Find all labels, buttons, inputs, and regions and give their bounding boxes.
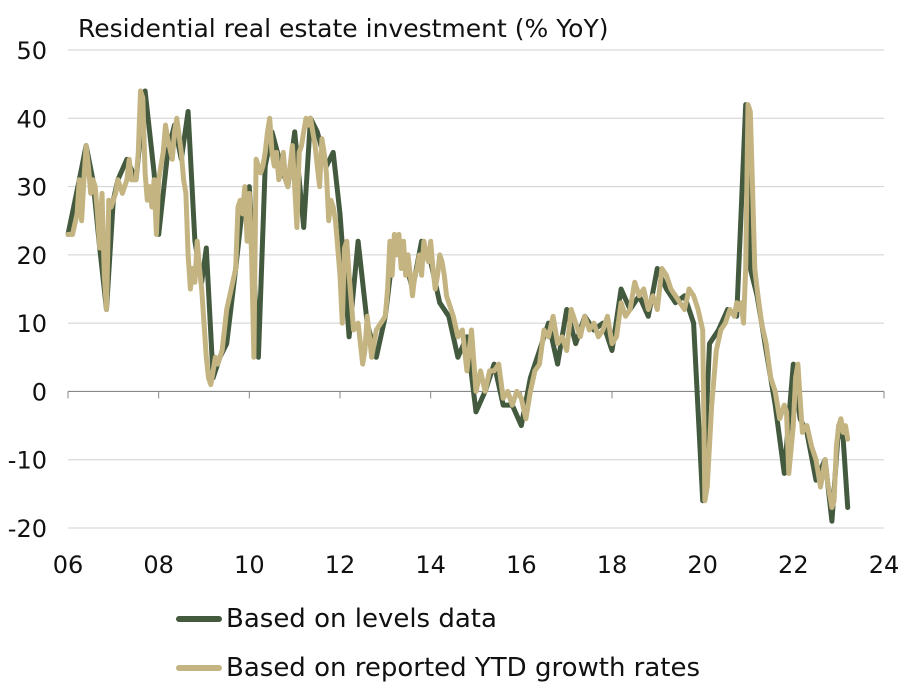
x-tick-label: 24 — [869, 551, 900, 579]
x-tick-label: 16 — [506, 551, 537, 579]
y-axis-tick-labels: 50 40 30 20 10 0 -10 -20 — [8, 37, 47, 543]
y-tick-label: 50 — [16, 37, 47, 65]
legend-item-ytd: Based on reported YTD growth rates — [176, 652, 700, 684]
y-tick-label: 0 — [32, 378, 47, 406]
legend-label-levels: Based on levels data — [226, 604, 497, 634]
x-tick-label: 08 — [143, 551, 174, 579]
x-tick-label: 22 — [778, 551, 809, 579]
y-tick-label: 10 — [16, 310, 47, 338]
x-tick-label: 20 — [687, 551, 718, 579]
x-tick-label: 06 — [53, 551, 84, 579]
y-tick-label: 30 — [16, 174, 47, 202]
x-tick-label: 10 — [234, 551, 265, 579]
series-line-ytd — [65, 88, 851, 510]
y-tick-label: 40 — [16, 105, 47, 133]
y-tick-label: -20 — [8, 515, 47, 543]
chart-title: Residential real estate investment (% Yo… — [78, 14, 609, 43]
x-axis-tick-labels: 06 08 10 12 14 16 18 20 22 24 — [53, 391, 900, 579]
series-lines — [65, 88, 851, 524]
x-tick-label: 18 — [597, 551, 628, 579]
x-tick-label: 12 — [325, 551, 356, 579]
legend-swatch-ytd — [176, 665, 222, 671]
y-tick-label: 20 — [16, 242, 47, 270]
legend-swatch-levels — [176, 616, 222, 622]
legend-label-ytd: Based on reported YTD growth rates — [226, 653, 701, 683]
series-line-levels — [65, 88, 851, 524]
legend-item-levels: Based on levels data — [176, 603, 497, 635]
y-tick-label: -10 — [8, 447, 47, 475]
x-tick-label: 14 — [415, 551, 446, 579]
